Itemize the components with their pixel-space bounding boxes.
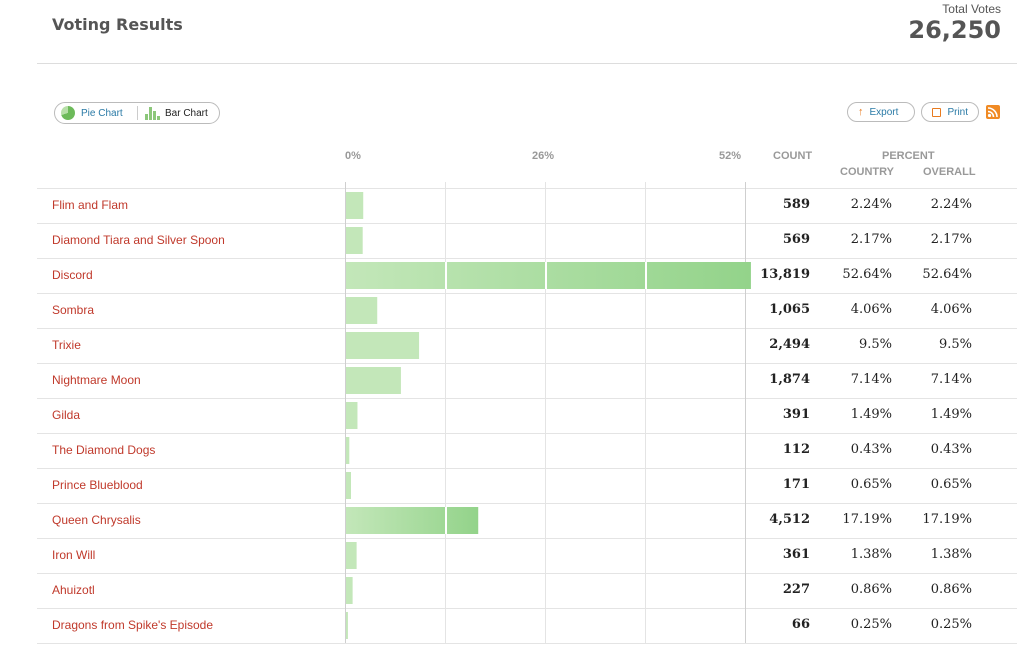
country-percent: 2.17% — [850, 231, 892, 247]
export-icon: ↑ — [858, 106, 864, 118]
category-label[interactable]: Queen Chrysalis — [52, 512, 141, 527]
category-label[interactable]: Ahuizotl — [52, 582, 95, 597]
overall-percent: 0.86% — [930, 581, 972, 597]
category-label[interactable]: Diamond Tiara and Silver Spoon — [52, 232, 225, 247]
overall-percent: 0.65% — [930, 476, 972, 492]
category-label[interactable]: Nightmare Moon — [52, 372, 141, 387]
bar — [346, 192, 364, 219]
category-label[interactable]: Sombra — [52, 302, 95, 317]
percent-header: PERCENT — [882, 150, 935, 162]
bar — [346, 507, 479, 534]
bar — [346, 612, 348, 639]
vote-count: 391 — [782, 406, 810, 422]
header-divider — [37, 63, 1017, 64]
axis-tick-label: 52% — [719, 150, 742, 162]
total-votes-value: 26,250 — [908, 16, 1001, 44]
vote-count: 171 — [782, 476, 810, 492]
overall-percent: 17.19% — [922, 511, 972, 527]
category-label[interactable]: Iron Will — [52, 547, 96, 562]
country-percent: 0.25% — [850, 616, 892, 632]
bar-chart-toggle[interactable]: Bar Chart — [145, 103, 208, 123]
country-percent: 52.64% — [842, 266, 892, 282]
category-label[interactable]: Trixie — [52, 337, 81, 352]
vote-count: 569 — [782, 231, 810, 247]
bar-segment-gap — [445, 507, 447, 534]
axis-tick-label: 0% — [345, 150, 361, 162]
vote-count: 589 — [782, 196, 810, 212]
print-label: Print — [947, 106, 968, 118]
toggle-separator — [137, 106, 138, 120]
overall-header: OVERALL — [923, 166, 976, 178]
country-percent: 2.24% — [850, 196, 892, 212]
pie-chart-label: Pie Chart — [81, 107, 123, 119]
country-percent: 7.14% — [850, 371, 892, 387]
country-percent: 0.43% — [850, 441, 892, 457]
country-percent: 0.65% — [850, 476, 892, 492]
vote-count: 4,512 — [769, 511, 810, 527]
overall-percent: 2.17% — [930, 231, 972, 247]
bar — [346, 297, 378, 324]
overall-percent: 4.06% — [930, 301, 972, 317]
bar-segment-gap — [545, 262, 547, 289]
overall-percent: 7.14% — [930, 371, 972, 387]
count-header: COUNT — [773, 150, 813, 162]
overall-percent: 1.49% — [930, 406, 972, 422]
vote-count: 227 — [782, 581, 810, 597]
category-label[interactable]: The Diamond Dogs — [52, 442, 156, 457]
printer-icon — [932, 107, 942, 117]
bar-chart-icon — [145, 106, 160, 120]
bar-segment-gap — [445, 262, 447, 289]
bar — [346, 437, 350, 464]
overall-percent: 0.43% — [930, 441, 972, 457]
overall-percent: 2.24% — [930, 196, 972, 212]
overall-percent: 1.38% — [930, 546, 972, 562]
overall-percent: 0.25% — [930, 616, 972, 632]
bar — [346, 367, 401, 394]
bar-segment-gap — [645, 262, 647, 289]
vote-count: 1,065 — [769, 301, 810, 317]
category-label[interactable]: Gilda — [52, 407, 81, 422]
bar-chart-label: Bar Chart — [165, 107, 208, 119]
pie-chart-icon — [61, 106, 75, 120]
export-label: Export — [869, 106, 899, 118]
vote-count: 112 — [782, 441, 810, 457]
bar — [346, 402, 358, 429]
category-label[interactable]: Prince Blueblood — [52, 477, 143, 492]
rss-icon[interactable] — [986, 105, 1000, 119]
pie-chart-toggle[interactable]: Pie Chart — [61, 103, 123, 123]
country-percent: 9.5% — [858, 336, 892, 352]
vote-count: 66 — [791, 616, 810, 632]
vote-count: 13,819 — [760, 266, 810, 282]
bar — [346, 472, 351, 499]
country-percent: 1.49% — [850, 406, 892, 422]
country-percent: 0.86% — [850, 581, 892, 597]
page-title: Voting Results — [52, 15, 183, 34]
bar — [346, 227, 363, 254]
bar — [346, 332, 420, 359]
category-label[interactable]: Discord — [52, 267, 93, 282]
print-button[interactable]: Print — [921, 102, 979, 122]
total-votes-label: Total Votes — [942, 2, 1001, 16]
bar — [346, 577, 353, 604]
country-percent: 17.19% — [842, 511, 892, 527]
export-button[interactable]: ↑ Export — [847, 102, 915, 122]
bar — [346, 262, 751, 289]
vote-count: 2,494 — [769, 336, 810, 352]
country-header: COUNTRY — [840, 166, 894, 178]
category-label[interactable]: Flim and Flam — [52, 197, 129, 212]
country-percent: 1.38% — [850, 546, 892, 562]
category-label[interactable]: Dragons from Spike's Episode — [52, 617, 214, 632]
country-percent: 4.06% — [850, 301, 892, 317]
chart-type-toggle: Pie Chart Bar Chart — [54, 102, 220, 124]
vote-count: 361 — [782, 546, 810, 562]
overall-percent: 52.64% — [922, 266, 972, 282]
axis-tick-label: 26% — [532, 150, 555, 162]
bar — [346, 542, 357, 569]
overall-percent: 9.5% — [938, 336, 972, 352]
vote-count: 1,874 — [769, 371, 810, 387]
